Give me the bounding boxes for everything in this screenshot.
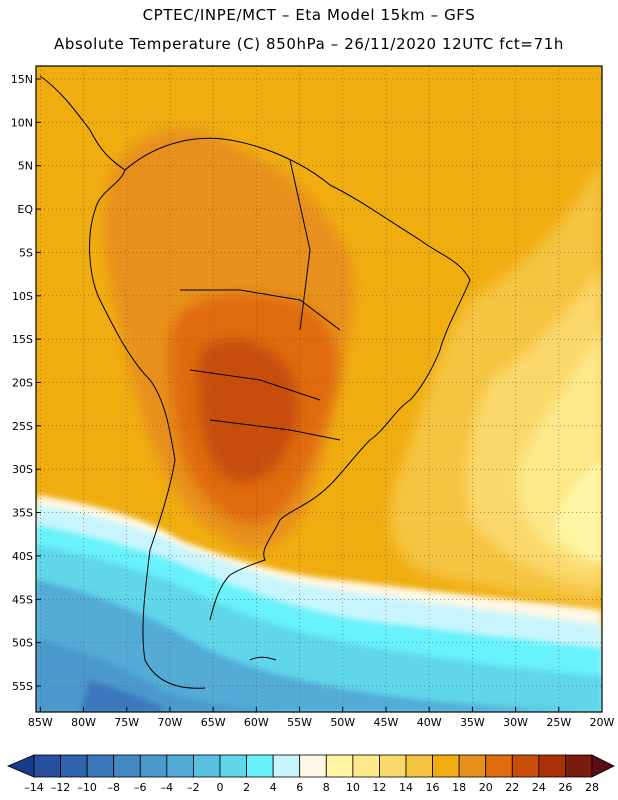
- colorbar-cell: [139, 754, 168, 778]
- lat-label: 5S: [19, 246, 33, 259]
- colorbar-label: –4: [161, 781, 174, 794]
- lon-label: 65W: [201, 716, 226, 729]
- colorbar-label: 22: [505, 781, 519, 794]
- colorbar-label: 16: [426, 781, 440, 794]
- lon-label: 35W: [460, 716, 485, 729]
- lat-label: 5N: [18, 160, 33, 173]
- coastline-outline: [39, 75, 471, 689]
- colorbar-cell: [299, 754, 327, 778]
- colorbar-label: 12: [372, 781, 386, 794]
- colorbar-label: 2: [243, 781, 250, 794]
- colorbar-cell: [432, 754, 460, 778]
- colorbar-arrow-low: [6, 754, 35, 778]
- lat-label: 15S: [12, 333, 33, 346]
- colorbar-cell: [166, 754, 194, 778]
- lon-label: 50W: [330, 716, 355, 729]
- lon-label: 45W: [374, 716, 399, 729]
- colorbar-label: –2: [187, 781, 200, 794]
- colorbar-cell: [219, 754, 247, 778]
- colorbar-cell: [379, 754, 407, 778]
- title-line-2: Absolute Temperature (C) 850hPa – 26/11/…: [54, 35, 564, 53]
- lat-label: 10S: [12, 290, 33, 303]
- colorbar-cell: [33, 754, 61, 778]
- colorbar-cell: [538, 754, 566, 778]
- colorbar-label: 14: [399, 781, 413, 794]
- colorbar-cell: [113, 754, 141, 778]
- lat-label: 45S: [12, 593, 33, 606]
- colorbar-cell: [352, 754, 380, 778]
- lon-label: 30W: [503, 716, 528, 729]
- colorbar-label: –6: [134, 781, 147, 794]
- lon-label: 40W: [417, 716, 442, 729]
- colorbar-cell: [458, 754, 487, 778]
- colorbar-label: –8: [107, 781, 120, 794]
- map-axes: 15N 10N 5N EQ 5S 10S 15S 20S 25S 30S 35S 40S 45S 50S 5…: [11, 73, 615, 729]
- colorbar-label: 28: [585, 781, 599, 794]
- colorbar-label: –12: [51, 781, 71, 794]
- colorbar-cell: [193, 754, 221, 778]
- colorbar-label: 24: [532, 781, 546, 794]
- colorbar-cell: [86, 754, 115, 778]
- colorbar-label: 18: [452, 781, 466, 794]
- map-frame: [35, 65, 603, 713]
- lon-label: 55W: [287, 716, 312, 729]
- lat-label: 10N: [11, 116, 33, 129]
- lat-label: 20S: [12, 376, 33, 389]
- lon-label: 70W: [158, 716, 183, 729]
- colorbar-label: 0: [217, 781, 224, 794]
- lon-label: 60W: [244, 716, 269, 729]
- colorbar-label: 26: [558, 781, 572, 794]
- colorbar-cell: [565, 754, 593, 778]
- lat-label: 15N: [11, 73, 33, 86]
- colorbar-label: –10: [77, 781, 97, 794]
- colorbar-cell: [60, 754, 88, 778]
- colorbar-cell: [246, 754, 274, 778]
- colorbar-label: 8: [323, 781, 330, 794]
- colorbar-label: 10: [346, 781, 360, 794]
- colorbar-cell: [272, 754, 301, 778]
- lat-label: 35S: [12, 507, 33, 520]
- colorbar-cell: [485, 754, 513, 778]
- lat-label: 25S: [12, 420, 33, 433]
- lon-label: 75W: [114, 716, 139, 729]
- temperature-field: [36, 66, 602, 712]
- colorbar-arrow-high: [591, 754, 615, 778]
- title-line-1: CPTEC/INPE/MCT – Eta Model 15km – GFS: [142, 6, 476, 24]
- colorbar-label: 20: [479, 781, 493, 794]
- lat-label: 50S: [12, 637, 33, 650]
- colorbar-label: 4: [270, 781, 277, 794]
- colorbar-label: –14: [24, 781, 44, 794]
- lat-label: 40S: [12, 550, 33, 563]
- lon-label: 85W: [28, 716, 53, 729]
- lat-label: 55S: [12, 680, 33, 693]
- colorbar-cell: [405, 754, 433, 778]
- colorbar-cell: [511, 754, 540, 778]
- lat-label: 30S: [12, 463, 33, 476]
- colorbar-cell: [325, 754, 354, 778]
- colorbar-label: 6: [296, 781, 303, 794]
- lon-label: 25W: [546, 716, 571, 729]
- lon-label: 20W: [590, 716, 615, 729]
- lon-label: 80W: [71, 716, 96, 729]
- lat-label: EQ: [17, 203, 33, 216]
